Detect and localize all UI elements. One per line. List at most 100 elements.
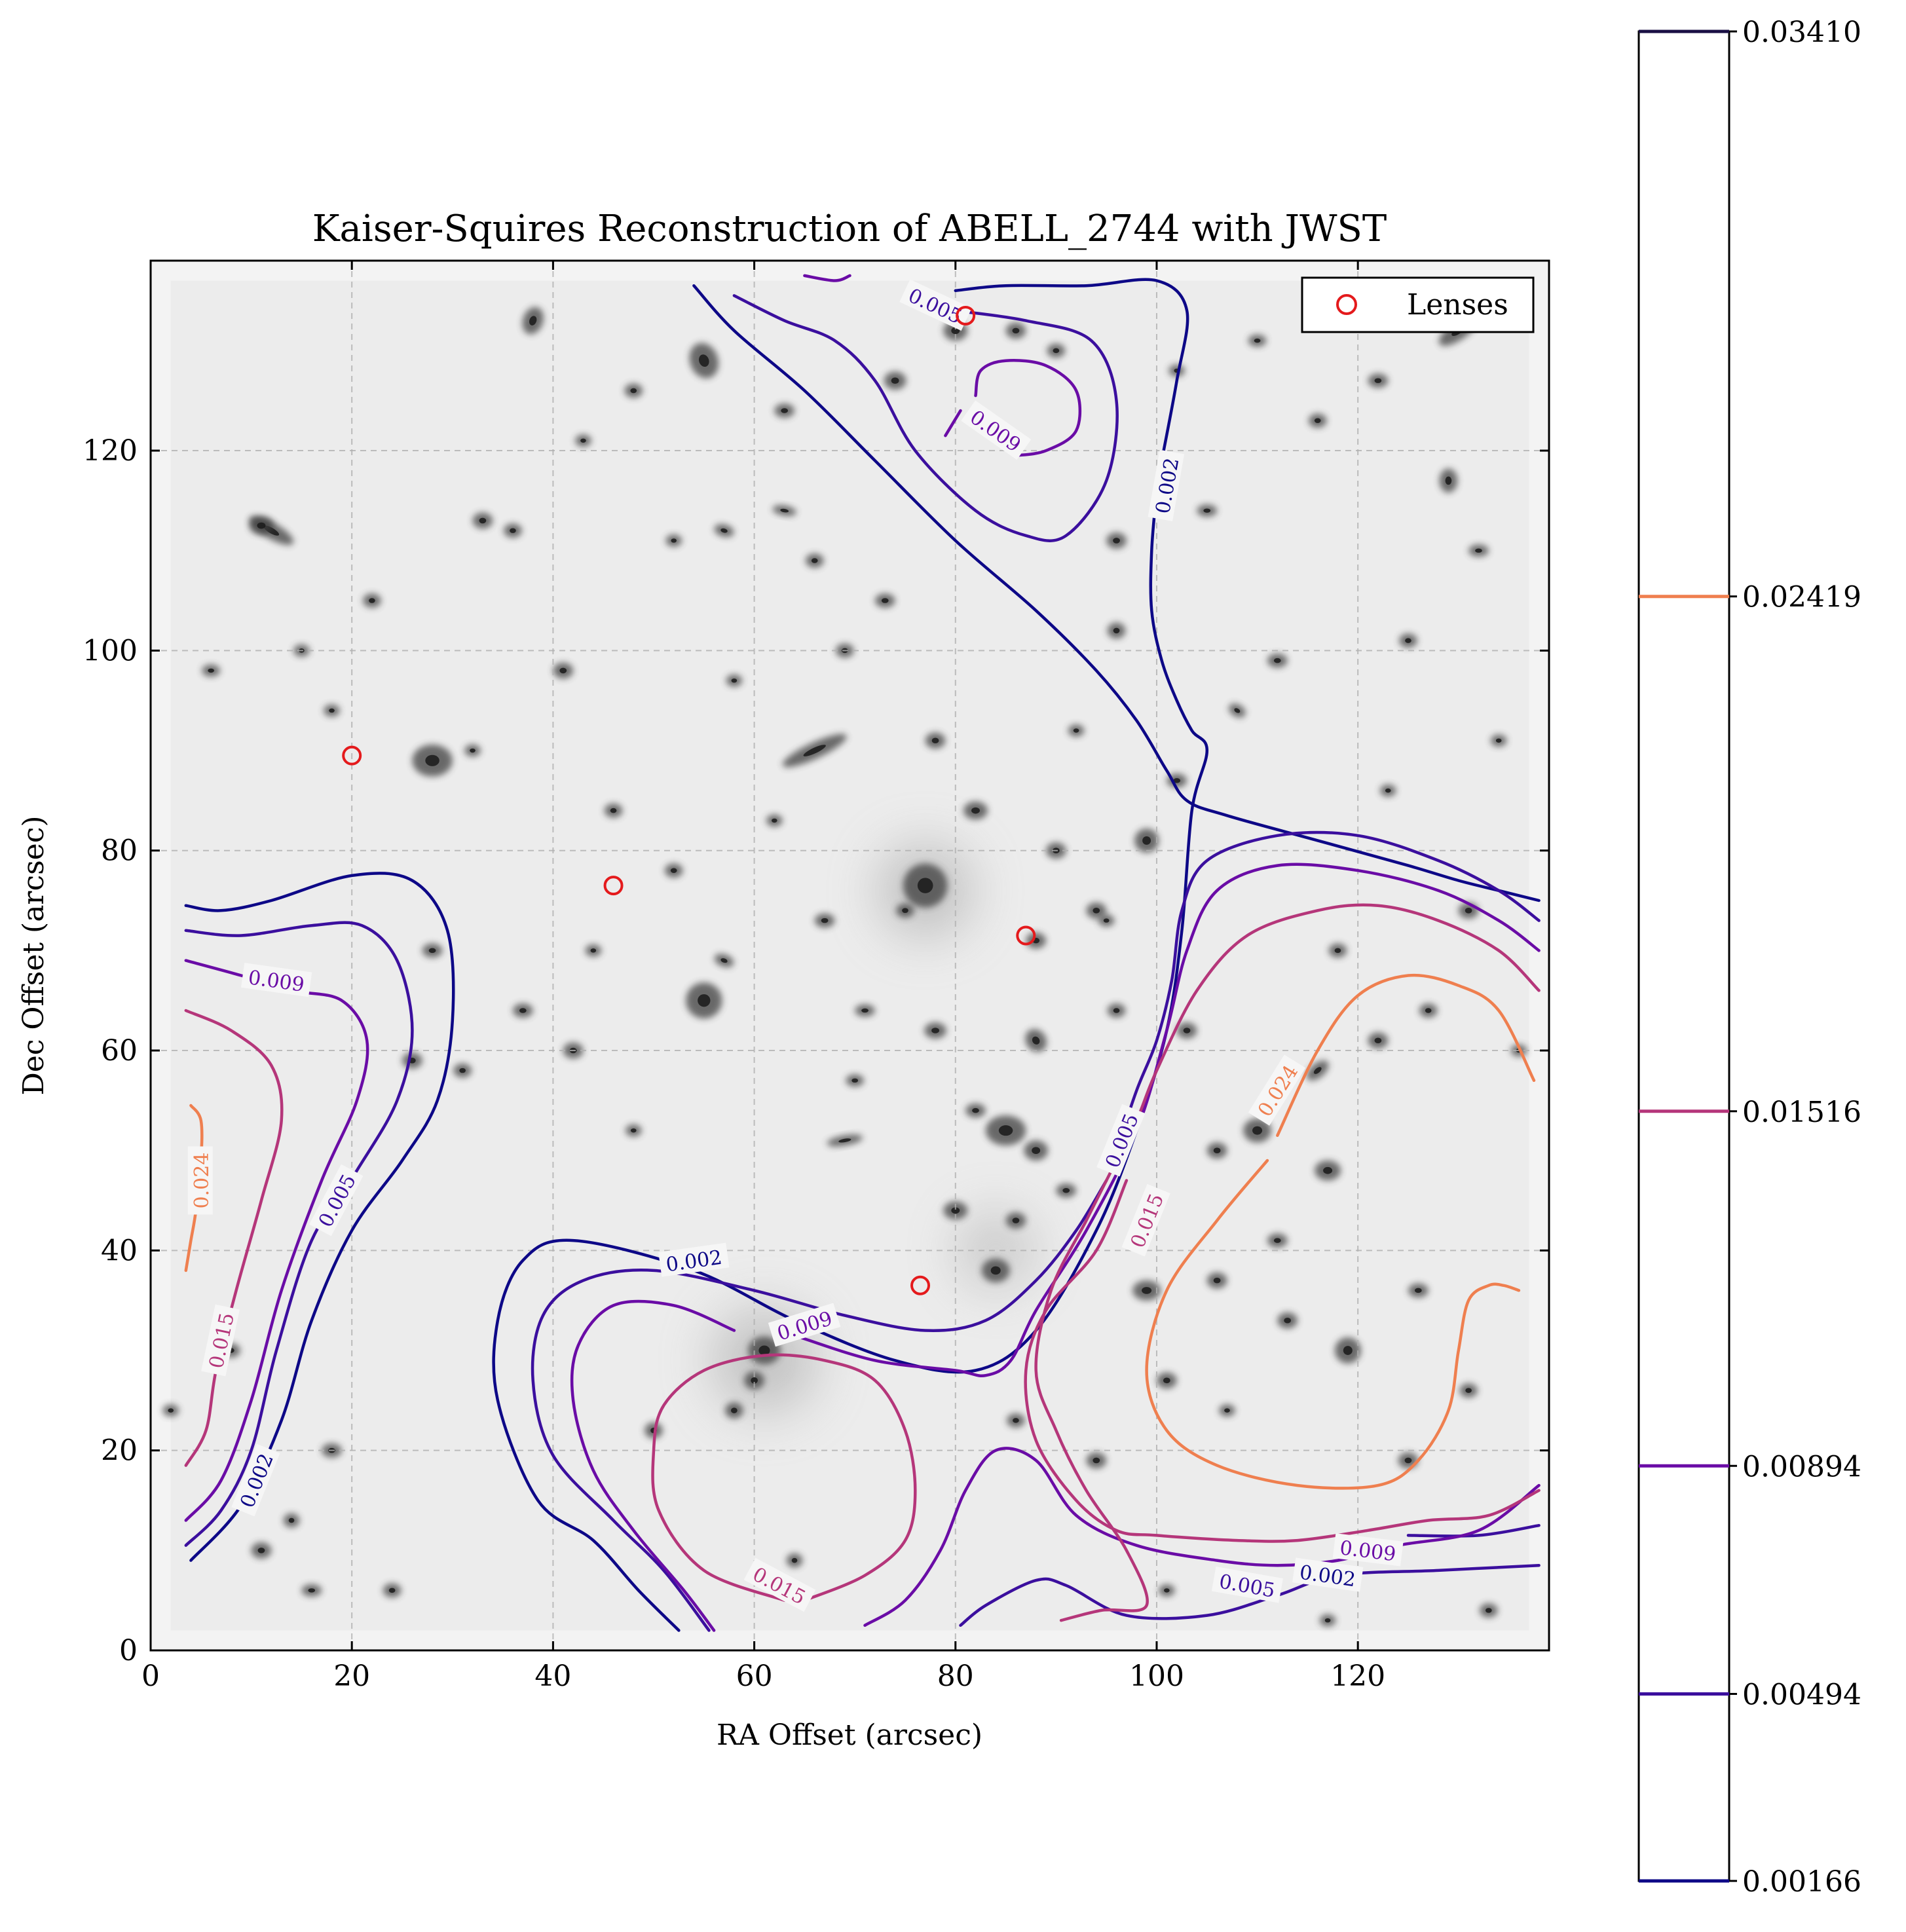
galaxy-core — [1183, 1028, 1191, 1033]
galaxy-core — [1093, 1457, 1100, 1464]
galaxy-core — [1284, 1317, 1292, 1324]
lens-marker — [603, 876, 624, 896]
galaxy-core — [1405, 638, 1411, 643]
y-axis-label: Dec Offset (arcsec) — [17, 815, 50, 1095]
lens-marker — [910, 1275, 931, 1295]
galaxy-core — [1404, 1457, 1412, 1464]
colorbar-tick-label: 0.02419 — [1742, 581, 1861, 614]
chart-title: Kaiser-Squires Reconstruction of ABELL_2… — [312, 208, 1387, 250]
galaxy-core — [1385, 788, 1391, 793]
contour-label: 0.002 — [1148, 449, 1185, 521]
galaxy-core — [951, 1207, 960, 1214]
galaxy-core — [1273, 1238, 1281, 1243]
galaxy-core — [610, 808, 617, 813]
colorbar-tick-label: 0.00166 — [1742, 1865, 1861, 1899]
galaxy-core — [803, 745, 826, 756]
colorbar-tick-label: 0.03410 — [1742, 16, 1861, 49]
colorbar-tick-label: 0.01516 — [1742, 1096, 1861, 1129]
galaxy-core — [1234, 708, 1241, 713]
galaxy-core — [1334, 948, 1341, 954]
galaxy-core — [1475, 548, 1482, 553]
y-tick-label: 60 — [101, 1034, 138, 1068]
galaxy-core — [459, 1068, 466, 1073]
colorbar-tick-label: 0.00494 — [1742, 1678, 1861, 1711]
legend-lens-marker — [1336, 294, 1357, 315]
galaxy-core — [630, 1128, 637, 1133]
galaxy-core — [902, 908, 908, 914]
galaxy-core — [1486, 1608, 1492, 1613]
galaxy-core — [1343, 1346, 1353, 1355]
galaxy-core — [1465, 1388, 1472, 1393]
galaxy-core — [838, 1138, 851, 1143]
galaxy-core — [931, 1028, 939, 1033]
galaxy-core — [1465, 908, 1472, 914]
galaxy-core — [881, 598, 889, 603]
galaxy-core — [1113, 538, 1120, 544]
galaxy-core — [1414, 1288, 1422, 1293]
contour-0_024 — [1276, 973, 1536, 1138]
lens-marker — [1016, 925, 1036, 946]
galaxy-core — [772, 818, 777, 823]
galaxy-core — [470, 748, 476, 753]
galaxy-core — [630, 388, 637, 394]
galaxy-core — [1093, 908, 1100, 914]
contour-label-text: 0.024 — [191, 1153, 214, 1209]
x-tick-label: 120 — [1330, 1660, 1385, 1693]
contour-0_005 — [1406, 1523, 1541, 1538]
x-tick-label: 40 — [534, 1660, 571, 1693]
contour-label-bg — [899, 279, 972, 331]
galaxy-core — [1252, 1126, 1263, 1135]
galaxy-core — [1032, 1036, 1040, 1045]
bcg-halo — [956, 1211, 1036, 1290]
contour-0_005 — [959, 1563, 1541, 1627]
galaxy-core — [1213, 1277, 1221, 1284]
galaxy-core — [1273, 658, 1281, 663]
galaxy-core — [990, 1266, 1001, 1275]
x-tick-label: 20 — [333, 1660, 370, 1693]
galaxy-core — [1323, 1166, 1333, 1174]
galaxy-core — [891, 377, 899, 384]
colorbar-level-lines — [1639, 29, 1729, 1883]
contour-label: 0.009 — [1332, 1533, 1404, 1567]
galaxy-core — [1113, 1008, 1120, 1013]
galaxy-core — [758, 1345, 770, 1356]
legend-box — [1301, 276, 1535, 333]
colorbar-tick-label: 0.00894 — [1742, 1450, 1861, 1483]
galaxy-core — [698, 994, 711, 1007]
galaxy-core — [1445, 476, 1452, 485]
galaxy-core — [428, 948, 436, 954]
legend-label-lenses: Lenses — [1407, 288, 1508, 322]
x-tick-label: 0 — [141, 1660, 160, 1693]
contour-label-bg — [1121, 1183, 1170, 1257]
galaxy-core — [821, 918, 829, 923]
galaxy-core — [781, 408, 789, 413]
galaxy-core — [1313, 1067, 1322, 1074]
galaxy-core — [257, 1548, 265, 1553]
contour-label-bg — [187, 1146, 213, 1215]
galaxy-core — [1224, 1408, 1230, 1413]
galaxy-core — [1142, 1287, 1152, 1294]
contour-label-bg — [961, 400, 1032, 460]
galaxy-core — [1032, 1147, 1041, 1155]
galaxy-core — [559, 667, 567, 674]
contour-0_005 — [732, 294, 1119, 542]
contour-0_002 — [184, 872, 455, 1562]
y-tick-label: 20 — [101, 1434, 138, 1468]
axis-ticks: 0 20 40 60 80 100 120 0 20 40 60 80 100 120 — [83, 261, 1549, 1693]
lens-marker — [342, 745, 362, 766]
contour-label-bg — [1332, 1533, 1404, 1567]
galaxy-core — [851, 1078, 859, 1083]
galaxy-core — [257, 522, 266, 529]
contour-0_002 — [492, 489, 1209, 1632]
contour-0_005 — [531, 1179, 1108, 1632]
galaxy-core — [731, 1407, 738, 1413]
galaxy-core — [519, 1008, 527, 1013]
galaxy-core — [1173, 778, 1181, 783]
contour-label-bg — [1148, 449, 1185, 521]
galaxy-core — [1254, 338, 1261, 343]
galaxy-core — [698, 354, 709, 367]
galaxy-core — [479, 517, 487, 524]
galaxy-core — [388, 1588, 396, 1593]
galaxy-core — [369, 598, 375, 603]
